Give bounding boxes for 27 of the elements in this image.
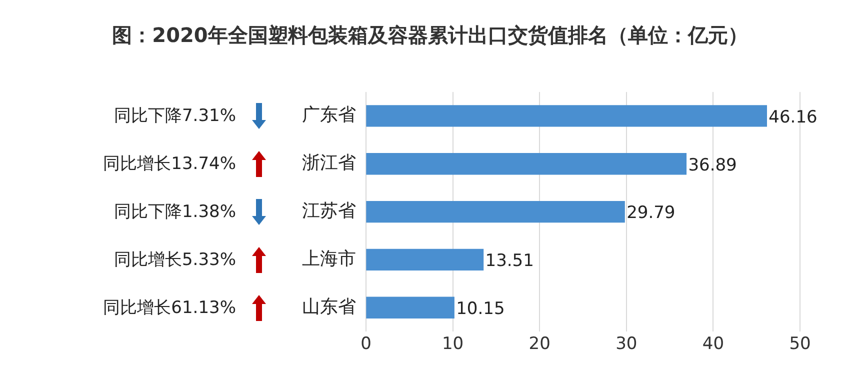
data-label: 10.15 <box>456 299 505 320</box>
y-tick-label: 广东省 <box>302 104 356 126</box>
x-tick-label: 10 <box>442 334 464 354</box>
y-tick-label: 浙江省 <box>302 152 356 174</box>
bar <box>366 200 625 223</box>
text: 同比增长61.13% <box>103 296 236 319</box>
text: 同比增长5.33% <box>114 248 236 271</box>
text: 同比下降1.38% <box>114 200 236 223</box>
text: 同比下降7.31% <box>114 104 236 127</box>
x-tick-label: 40 <box>702 334 724 354</box>
bar <box>366 248 484 271</box>
y-tick-label: 山东省 <box>302 296 356 318</box>
data-label: 13.51 <box>485 251 534 272</box>
data-label: 46.16 <box>768 107 818 128</box>
data-label: 36.89 <box>688 155 737 176</box>
chart-title: 图：2020年全国塑料包装箱及容器累计出口交货值排名（单位：亿元） <box>111 22 749 49</box>
bar <box>366 153 687 175</box>
bar <box>366 105 767 127</box>
x-tick-label: 50 <box>789 334 811 354</box>
x-tick-label: 0 <box>360 334 372 354</box>
x-tick-label: 20 <box>528 334 550 354</box>
bar <box>366 296 454 318</box>
text: 同比增长13.74% <box>103 152 236 175</box>
x-tick-label: 30 <box>616 334 638 354</box>
data-label: 29.79 <box>626 203 676 224</box>
y-tick-label: 江苏省 <box>302 200 356 222</box>
y-tick-label: 上海市 <box>302 248 356 270</box>
